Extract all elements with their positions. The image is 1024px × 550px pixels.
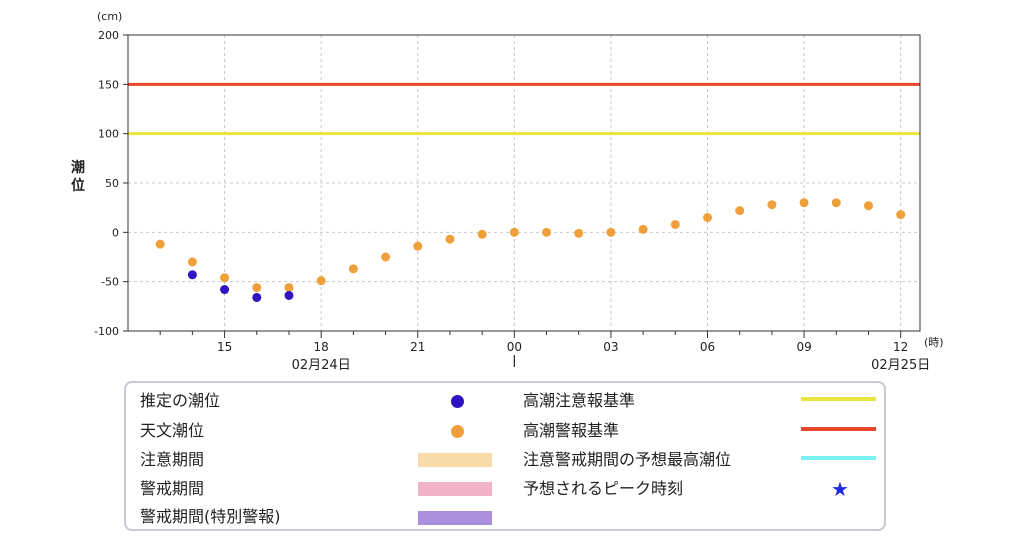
y-axis: -100 -50 0 50 100 150 200	[94, 29, 128, 338]
legend-label-forecast-max: 注意警戒期間の予想最高潮位	[523, 450, 732, 469]
x-tick-label: 09	[796, 340, 811, 354]
grid-lines	[128, 35, 920, 331]
data-point	[735, 206, 745, 216]
data-point	[284, 283, 294, 293]
x-tick-label: 12	[893, 340, 908, 354]
legend-swatch-estimated	[451, 395, 464, 408]
legend-swatch-warning-period	[418, 482, 492, 496]
data-point	[638, 224, 648, 234]
legend-label-caution-period: 注意期間	[140, 450, 205, 469]
data-point	[477, 229, 487, 239]
y-tick-label: 50	[105, 177, 119, 190]
data-point	[606, 227, 616, 237]
data-point	[542, 227, 552, 237]
y-tick-label: -100	[94, 325, 119, 338]
data-point	[252, 283, 262, 293]
legend-swatch-astronomical	[451, 425, 464, 438]
legend-label-special-period: 警戒期間(特別警報)	[140, 507, 281, 526]
legend-swatch-warning-level	[801, 427, 876, 431]
data-point	[155, 239, 165, 249]
star-icon: ★	[831, 477, 849, 501]
data-point	[831, 198, 841, 208]
legend-swatch-forecast-max	[801, 456, 876, 460]
x-unit-label: (時)	[924, 336, 944, 349]
legend-label-astronomical: 天文潮位	[140, 421, 205, 440]
legend-label-peak-time: 予想されるピーク時刻	[523, 479, 684, 498]
legend-box: 推定の潮位 天文潮位 注意期間 警戒期間 警戒期間(特別警報) 高潮注意報基準 …	[124, 381, 886, 531]
y-tick-label: 100	[98, 128, 119, 141]
date-label: 02月24日	[292, 358, 351, 373]
data-point	[799, 198, 809, 208]
data-point	[381, 252, 391, 262]
legend-swatch-advisory-level	[801, 397, 876, 401]
x-tick-label: 06	[700, 340, 715, 354]
data-point	[284, 290, 294, 300]
x-tick-label: 18	[314, 340, 329, 354]
data-point	[316, 276, 326, 286]
data-point	[670, 219, 680, 229]
legend-swatch-special-period	[418, 511, 492, 525]
data-point	[703, 213, 713, 223]
y-tick-label: 150	[98, 78, 119, 91]
data-points	[155, 198, 906, 302]
y-axis-title-char: 潮	[71, 159, 85, 176]
x-tick-label: 15	[217, 340, 232, 354]
y-axis-title-char: 位	[71, 177, 85, 194]
data-point	[896, 210, 906, 220]
x-axis: 15 18 21 00 03 06 09 12 02月24日 02月25日	[159, 331, 930, 373]
x-tick-label: 21	[410, 340, 425, 354]
data-point	[187, 257, 197, 267]
legend-label-warning-period: 警戒期間	[140, 479, 205, 498]
data-point	[863, 201, 873, 211]
y-tick-label: 200	[98, 29, 119, 42]
tide-chart: -100 -50 0 50 100 150 200 15 18 21 00 03 06 09 12 02月2…	[71, 10, 944, 373]
data-point	[348, 264, 358, 274]
data-point	[220, 273, 230, 283]
y-tick-label: -50	[101, 276, 119, 289]
date-label: 02月25日	[871, 358, 930, 373]
threshold-lines	[128, 82, 920, 136]
data-point	[252, 292, 262, 302]
data-point	[509, 227, 519, 237]
data-point	[767, 200, 777, 210]
y-unit-label: (cm)	[97, 10, 122, 23]
data-point	[220, 285, 230, 295]
data-point	[413, 241, 423, 251]
y-tick-label: 0	[112, 226, 119, 239]
legend-label-estimated: 推定の潮位	[140, 391, 221, 410]
legend-label-advisory-level: 高潮注意報基準	[523, 391, 636, 410]
data-point	[574, 228, 584, 238]
y-axis-title: 潮位	[71, 159, 85, 194]
x-tick-label: 00	[507, 340, 522, 354]
data-point	[445, 234, 455, 244]
data-point	[187, 270, 197, 280]
legend-label-warning-level: 高潮警報基準	[523, 421, 620, 440]
x-tick-label: 03	[603, 340, 618, 354]
legend-swatch-caution-period	[418, 453, 492, 467]
